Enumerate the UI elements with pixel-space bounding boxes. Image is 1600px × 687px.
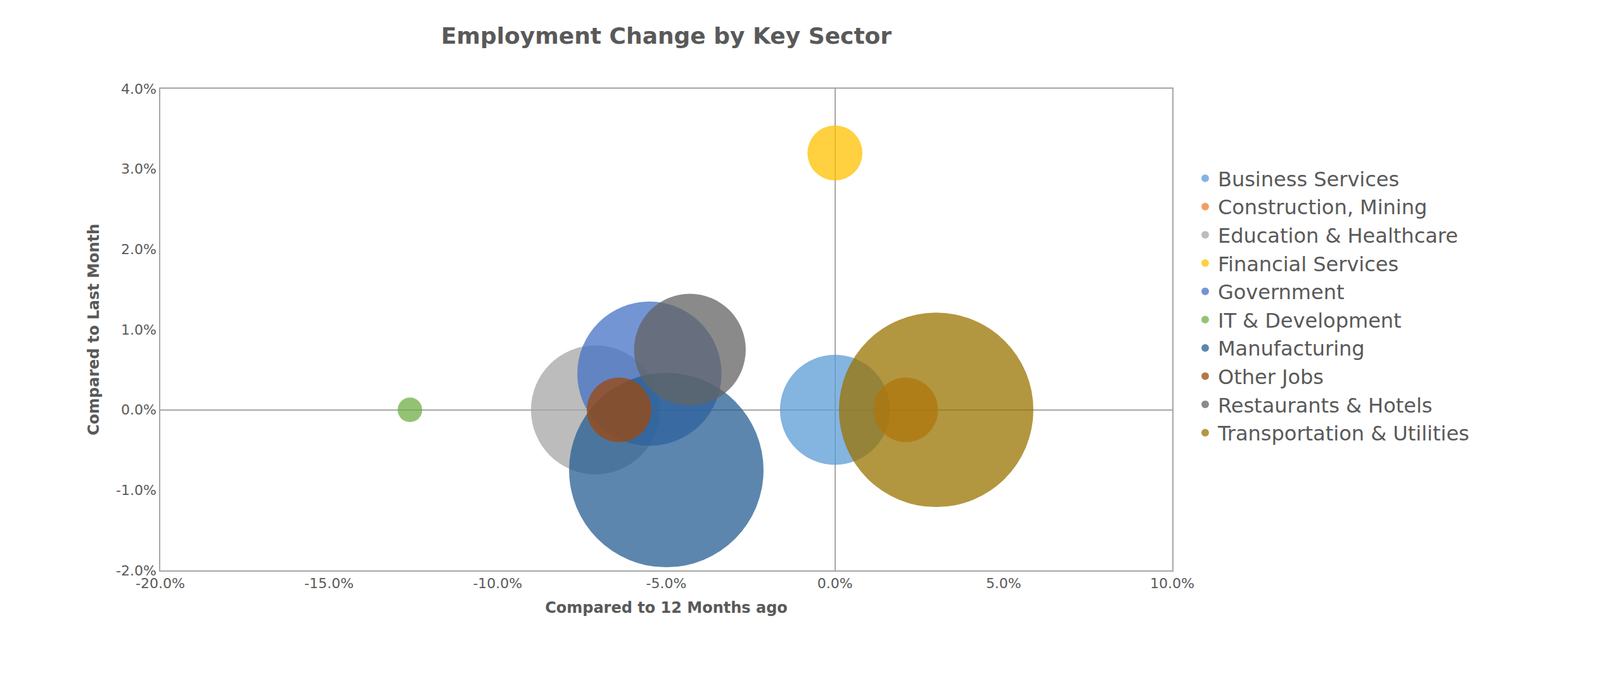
svg-text:-15.0%: -15.0% [304, 575, 354, 592]
svg-text:-2.0%: -2.0% [115, 562, 157, 579]
svg-text:Compared to Last Month: Compared to Last Month [84, 223, 103, 436]
svg-text:Business Services: Business Services [1217, 167, 1400, 192]
svg-text:-20.0%: -20.0% [135, 575, 186, 592]
svg-text:IT & Development: IT & Development [1217, 308, 1402, 333]
svg-text:-5.0%: -5.0% [646, 575, 687, 592]
svg-text:Financial Services: Financial Services [1217, 252, 1399, 277]
svg-text:0.0%: 0.0% [817, 575, 853, 592]
svg-text:0.0%: 0.0% [121, 401, 157, 418]
svg-text:Transportation & Utilities: Transportation & Utilities [1217, 421, 1470, 446]
svg-text:Construction, Mining: Construction, Mining [1217, 195, 1428, 220]
svg-text:1.0%: 1.0% [121, 321, 157, 338]
svg-text:4.0%: 4.0% [121, 81, 157, 97]
svg-text:Other Jobs: Other Jobs [1217, 364, 1324, 390]
svg-text:10.0%: 10.0% [1150, 575, 1195, 592]
svg-text:-10.0%: -10.0% [472, 575, 523, 592]
svg-text:2.0%: 2.0% [121, 241, 157, 258]
svg-text:Manufacturing: Manufacturing [1217, 336, 1365, 361]
svg-text:Compared to 12 Months ago: Compared to 12 Months ago [544, 598, 788, 617]
svg-text:5.0%: 5.0% [985, 575, 1022, 592]
svg-text:-1.0%: -1.0% [115, 482, 157, 499]
svg-text:Education & Healthcare: Education & Healthcare [1217, 223, 1459, 248]
svg-text:Employment Change by Key Secto: Employment Change by Key Sector [441, 22, 892, 49]
svg-text:Government: Government [1217, 280, 1345, 305]
svg-text:3.0%: 3.0% [121, 160, 157, 177]
svg-text:Restaurants & Hotels: Restaurants & Hotels [1217, 393, 1433, 418]
